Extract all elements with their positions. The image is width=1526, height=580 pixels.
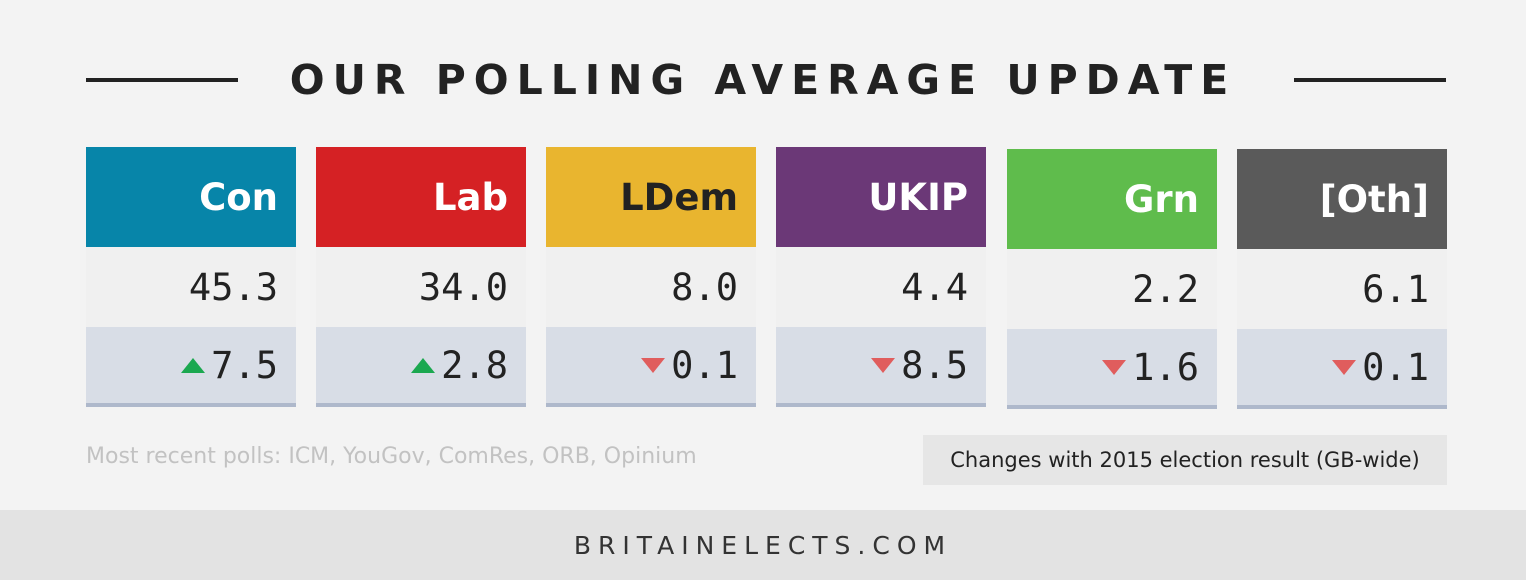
- changes-note: Changes with 2015 election result (GB-wi…: [923, 435, 1447, 485]
- party-card: Con 45.3 7.5: [86, 147, 296, 409]
- title-rule-right: [1294, 78, 1446, 82]
- poll-value: 4.4: [776, 247, 986, 327]
- party-name: LDem: [546, 147, 756, 247]
- poll-value: 45.3: [86, 247, 296, 327]
- change-value: 1.6: [1007, 329, 1217, 409]
- change-number: 7.5: [211, 343, 278, 387]
- change-value: 7.5: [86, 327, 296, 407]
- party-cards: Con 45.3 7.5 Lab 34.0 2.8 LDem 8.0 0.1 UKIP 4.4 8.5…: [86, 147, 1447, 411]
- poll-value: 6.1: [1237, 249, 1447, 329]
- party-card: LDem 8.0 0.1: [546, 147, 756, 409]
- sources-note: Most recent polls: ICM, YouGov, ComRes, …: [86, 444, 697, 469]
- change-number: 1.6: [1132, 345, 1199, 389]
- triangle-up-icon: [411, 357, 436, 373]
- party-name: Grn: [1007, 149, 1217, 249]
- change-number: 0.1: [1362, 345, 1429, 389]
- party-name: Con: [86, 147, 296, 247]
- poll-value: 8.0: [546, 247, 756, 327]
- triangle-down-icon: [1332, 359, 1357, 375]
- footer-site: BRITAINELECTS.COM: [0, 510, 1526, 580]
- change-number: 2.8: [441, 343, 508, 387]
- party-card: [Oth] 6.1 0.1: [1237, 149, 1447, 411]
- change-value: 0.1: [546, 327, 756, 407]
- party-card: UKIP 4.4 8.5: [776, 147, 986, 409]
- party-name: UKIP: [776, 147, 986, 247]
- page-title: OUR POLLING AVERAGE UPDATE: [289, 56, 1237, 104]
- triangle-up-icon: [181, 357, 206, 373]
- change-value: 2.8: [316, 327, 526, 407]
- triangle-down-icon: [871, 357, 896, 373]
- poll-value: 34.0: [316, 247, 526, 327]
- party-name: [Oth]: [1237, 149, 1447, 249]
- party-card: Grn 2.2 1.6: [1007, 149, 1217, 411]
- change-value: 0.1: [1237, 329, 1447, 409]
- title-row: OUR POLLING AVERAGE UPDATE: [0, 52, 1526, 108]
- change-number: 0.1: [671, 343, 738, 387]
- triangle-down-icon: [641, 357, 666, 373]
- triangle-down-icon: [1102, 359, 1127, 375]
- title-rule-left: [86, 78, 238, 82]
- change-number: 8.5: [901, 343, 968, 387]
- party-card: Lab 34.0 2.8: [316, 147, 526, 409]
- change-value: 8.5: [776, 327, 986, 407]
- poll-value: 2.2: [1007, 249, 1217, 329]
- party-name: Lab: [316, 147, 526, 247]
